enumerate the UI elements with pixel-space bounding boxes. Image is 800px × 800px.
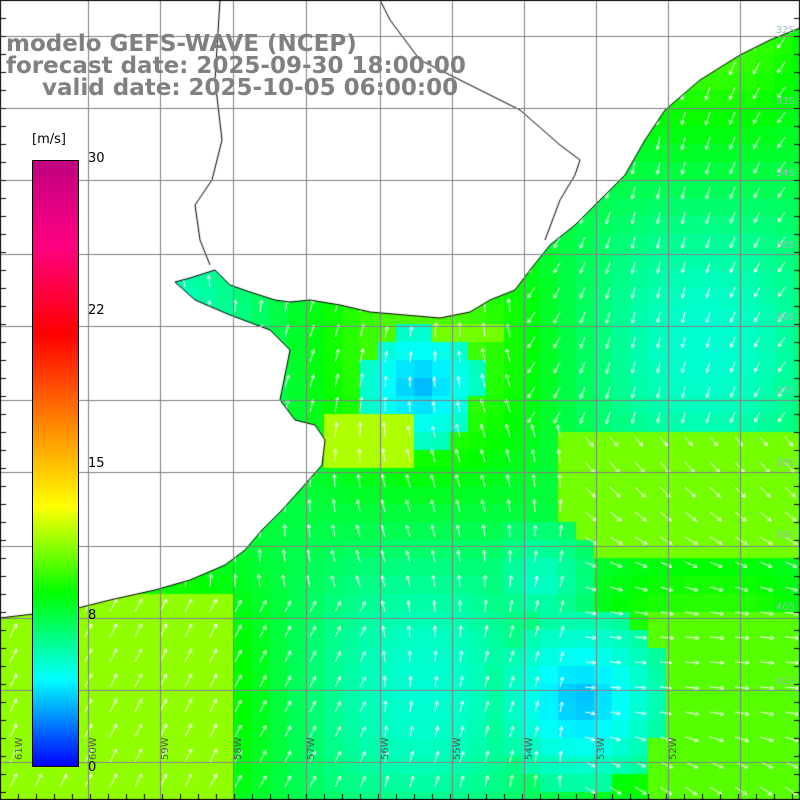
colorbar-tick-0: 0 [88,760,97,775]
valid-date: valid date: 2025-10-05 06:00:00 [42,75,459,101]
lat-label: 37S [775,386,795,397]
lat-label: 39S [775,530,795,541]
lat-label: 32S [775,25,795,36]
model-title: modelo GEFS-WAVE (NCEP) [6,31,357,57]
lon-label: 60W [88,737,99,760]
forecast-date: forecast date: 2025-09-30 18:00:00 [6,53,466,79]
lat-label: 33S [775,96,795,107]
lon-label: 61W [14,737,25,760]
lon-label: 58W [233,737,244,760]
lat-label: 36S [775,312,795,323]
lon-label: 52W [668,737,679,760]
colorbar-tick-15: 15 [88,456,105,471]
lat-label: 38S [775,458,795,469]
lon-label: 59W [160,737,171,760]
lon-label: 53W [596,737,607,760]
lat-label: 41S [775,676,795,687]
colorbar-tick-22: 22 [88,303,105,318]
lat-label: 40S [775,602,795,613]
colorbar-tick-30: 30 [88,151,105,166]
colorbar-unit: [m/s] [32,132,66,147]
lon-label: 55W [452,737,463,760]
lon-label: 56W [380,737,391,760]
lon-label: 54W [524,737,535,760]
lat-label: 34S [775,168,795,179]
lat-label: 35S [775,240,795,251]
lon-label: 57W [306,737,317,760]
colorbar-tick-8: 8 [88,608,97,623]
colorbar [32,160,79,767]
